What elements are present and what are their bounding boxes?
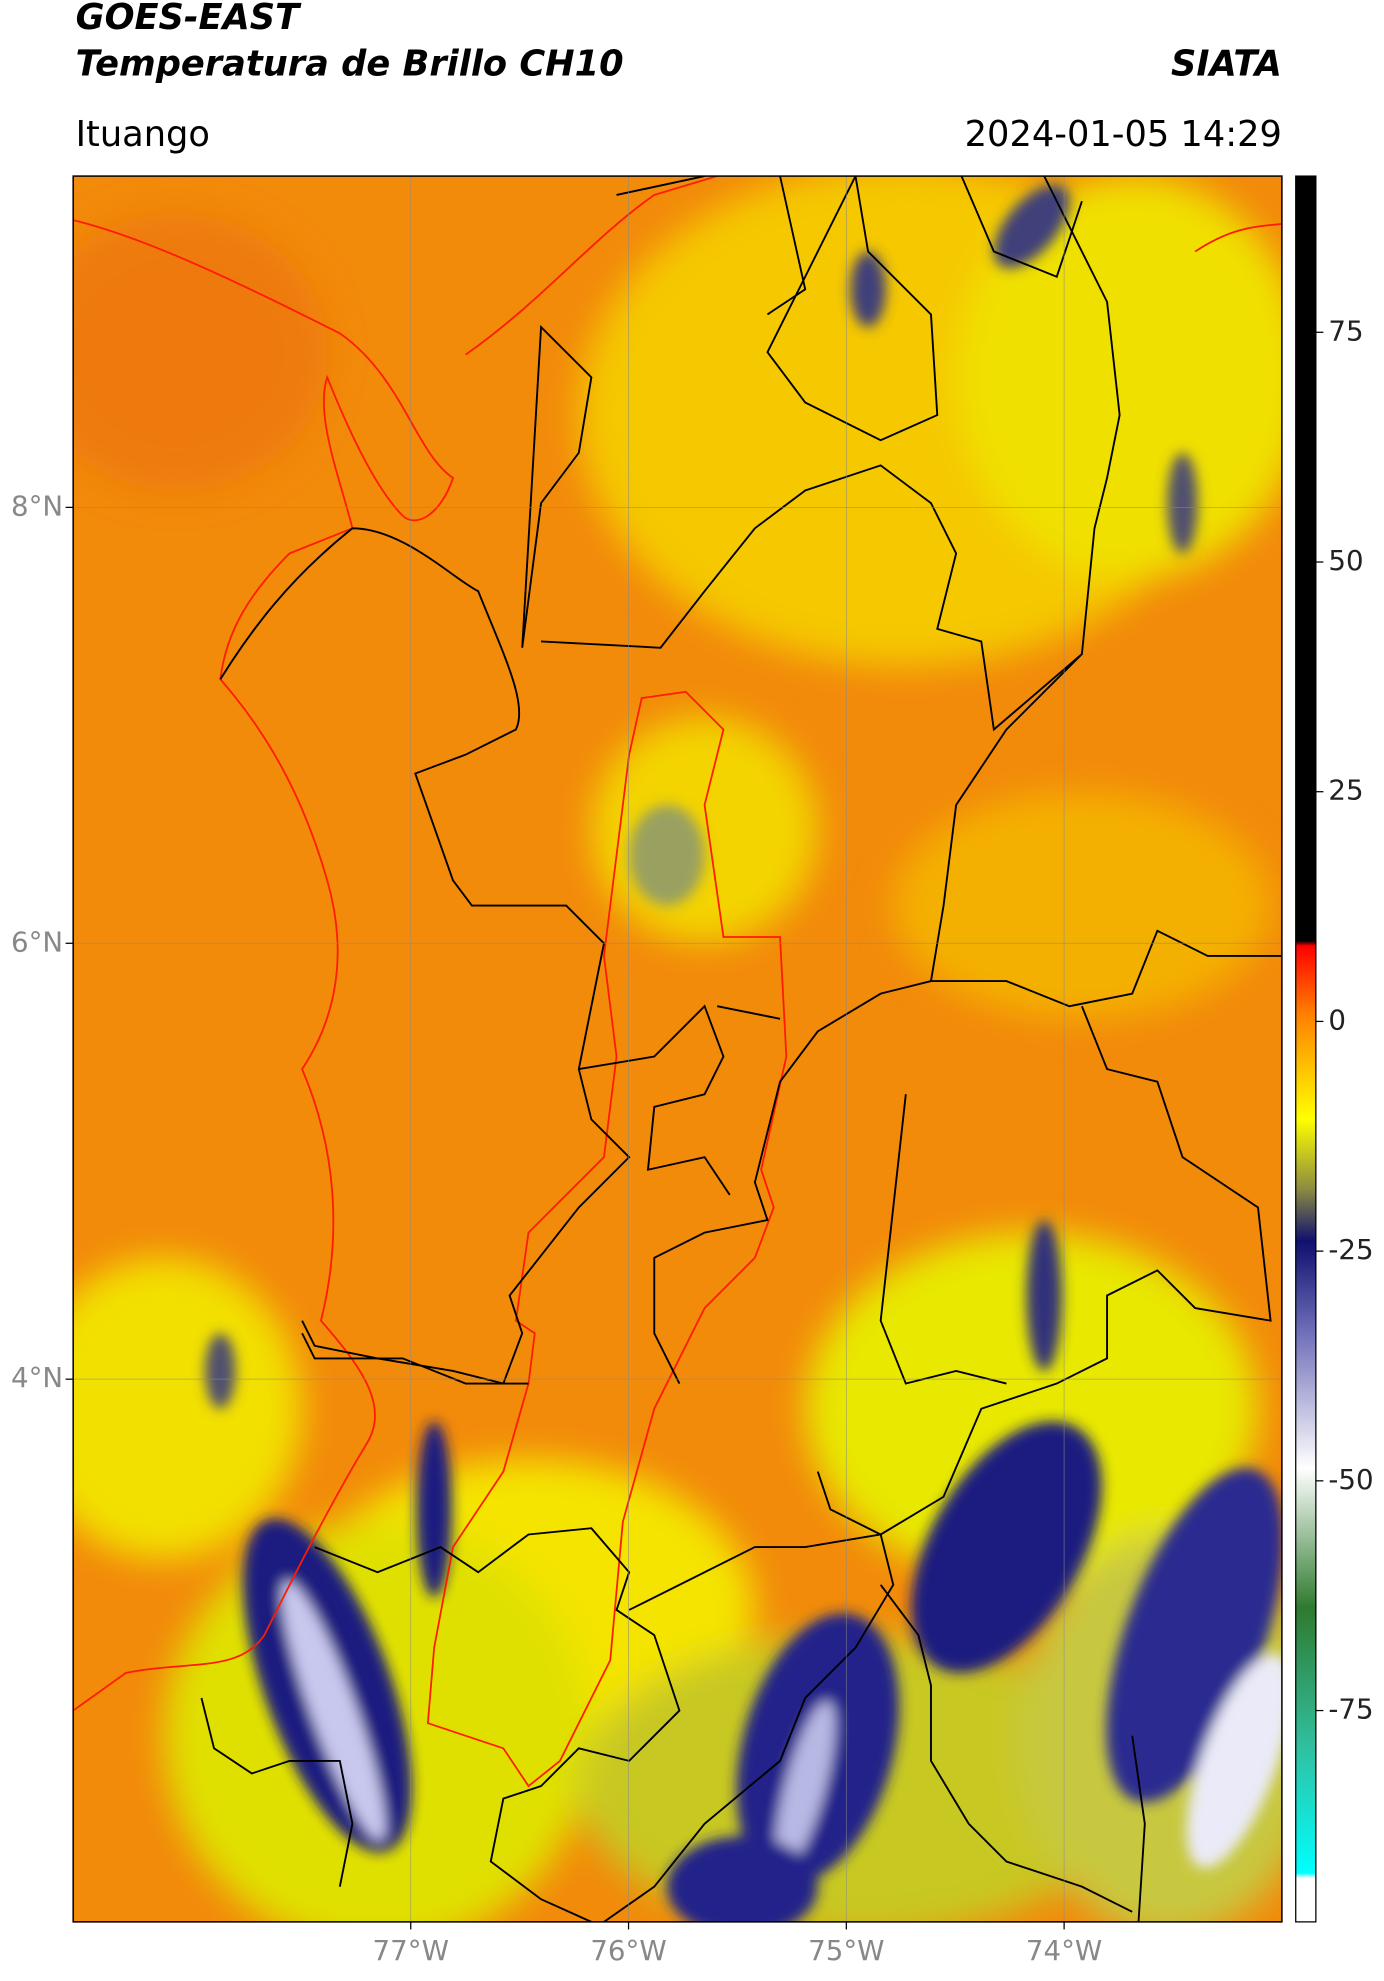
colorbar-tick-label: 75 xyxy=(1328,314,1363,347)
map-frame xyxy=(72,175,1283,1923)
map-imagery xyxy=(73,176,1282,1922)
y-tick-label: 4°N xyxy=(11,1361,63,1394)
y-tick-label: 6°N xyxy=(11,925,63,958)
colorbar-tick-label: -75 xyxy=(1328,1693,1373,1726)
colorbar-tick-label: -25 xyxy=(1328,1233,1373,1266)
subtitle: Temperatura de Brillo CH10 xyxy=(76,43,624,84)
x-tick-label: 74°W xyxy=(1026,1934,1102,1967)
x-tick-label: 77°W xyxy=(373,1934,449,1967)
graticule xyxy=(73,176,1282,1922)
x-tick-label: 75°W xyxy=(808,1934,884,1967)
colorbar-tick-label: 50 xyxy=(1328,544,1363,577)
colorbar-tick-label: -50 xyxy=(1328,1463,1373,1496)
colorbar xyxy=(1295,175,1317,1923)
datetime: 2024-01-05 14:29 xyxy=(965,114,1282,155)
colorbar-tick-label: 25 xyxy=(1328,774,1363,807)
y-tick-label: 8°N xyxy=(11,489,63,522)
location: Ituango xyxy=(76,114,210,155)
organization: SIATA xyxy=(1171,43,1282,84)
title: GOES-EAST xyxy=(76,0,302,38)
colorbar-tick-label: 0 xyxy=(1328,1003,1346,1036)
x-tick-label: 76°W xyxy=(590,1934,666,1967)
